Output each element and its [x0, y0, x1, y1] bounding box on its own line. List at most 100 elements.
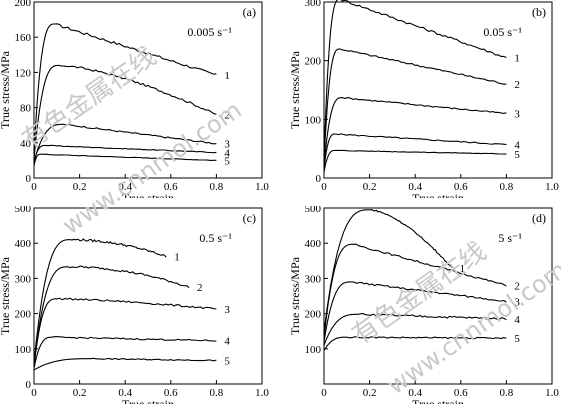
y-tick-label: 100: [305, 344, 322, 356]
x-tick-label: 0.4: [408, 181, 422, 193]
x-tick-label: 0.6: [164, 387, 178, 399]
series-line-5: [33, 153, 217, 166]
series-line-3: [33, 297, 217, 367]
series-line-3: [33, 123, 217, 163]
y-tick-label: 160: [15, 32, 32, 44]
x-tick-label: 0.8: [500, 181, 514, 193]
y-tick-label: 200: [15, 309, 32, 321]
y-tick-label: 0: [316, 173, 322, 185]
y-tick-label: 200: [15, 0, 32, 9]
chart-svg-b: 0 0.2 0.4 0.6 0.8 1.0 0 100 200 300 True strain Tru…: [290, 0, 559, 198]
chart-panel-d: 0 0.2 0.4 0.6 0.8 1.0 100 200 300 400 500 True stra…: [290, 206, 560, 404]
y-tick-label: 0: [26, 379, 32, 391]
series-line-1: [33, 23, 217, 154]
series-label-2: 2: [514, 280, 520, 292]
series-label-3: 3: [224, 139, 230, 151]
series-label-4: 4: [224, 147, 230, 159]
x-axis-label: True strain: [412, 397, 464, 404]
y-tick-label: 120: [15, 67, 32, 79]
x-tick-label: 0: [321, 181, 327, 193]
chart-svg-d: 0 0.2 0.4 0.6 0.8 1.0 100 200 300 400 500 True stra…: [290, 206, 559, 404]
x-tick-label: 0.6: [454, 387, 468, 399]
x-axis-label: True strain: [122, 191, 174, 198]
x-tick-label: 1.0: [545, 387, 559, 399]
series-label-4: 4: [514, 140, 520, 152]
series-label-1: 1: [514, 53, 520, 65]
series-label-4: 4: [224, 336, 230, 348]
y-tick-label: 300: [305, 0, 322, 9]
strain-rate-annotation: 0.5 s⁻¹: [199, 231, 232, 245]
series-label-2: 2: [514, 79, 520, 91]
series-line-3: [323, 281, 507, 342]
y-axis-label: True stress/MPa: [0, 50, 12, 129]
series-label-3: 3: [514, 296, 520, 308]
series-label-1: 1: [460, 263, 466, 275]
series-label-4: 4: [514, 314, 520, 326]
strain-rate-annotation: 5 s⁻¹: [498, 231, 522, 245]
x-tick-label: 0.8: [500, 387, 514, 399]
series-label-5: 5: [514, 149, 520, 161]
y-tick-label: 40: [20, 138, 32, 150]
series-line-5: [33, 357, 217, 371]
x-tick-label: 0: [31, 387, 37, 399]
series-line-2: [33, 64, 217, 159]
x-tick-label: 0.6: [164, 181, 178, 193]
series-line-1: [323, 0, 507, 161]
plot-frame: [323, 1, 553, 179]
y-tick-label: 100: [15, 344, 32, 356]
series-line-4: [323, 313, 507, 346]
series-line-2: [323, 48, 507, 164]
chart-panel-a: 0 0.2 0.4 0.6 0.8 1.0 0 40 80 120 160 200 True strai…: [0, 0, 270, 198]
y-tick-label: 300: [15, 273, 32, 285]
series-label-3: 3: [224, 304, 230, 316]
chart-panel-c: 0 0.2 0.4 0.6 0.8 1.0 0 100 200 300 400 500 True str…: [0, 206, 270, 404]
panel-label: (a): [243, 5, 256, 19]
x-tick-label: 0.2: [363, 181, 377, 193]
x-tick-label: 0.4: [118, 387, 132, 399]
series-label-2: 2: [224, 110, 230, 122]
series-label-1: 1: [174, 252, 180, 264]
series-line-1: [33, 238, 167, 363]
series-line-5: [323, 336, 507, 351]
x-tick-label: 1.0: [255, 181, 269, 193]
y-tick-label: 100: [305, 114, 322, 126]
y-tick-label: 400: [305, 238, 322, 250]
series-label-5: 5: [224, 355, 230, 367]
series-label-1: 1: [224, 70, 230, 82]
chart-svg-c: 0 0.2 0.4 0.6 0.8 1.0 0 100 200 300 400 500 True str…: [0, 206, 269, 404]
y-axis-label: True stress/MPa: [290, 50, 302, 129]
series-line-4: [33, 336, 217, 369]
x-tick-label: 1.0: [545, 181, 559, 193]
chart-panel-b: 0 0.2 0.4 0.6 0.8 1.0 0 100 200 300 True strain Tru…: [290, 0, 560, 198]
y-tick-label: 200: [305, 56, 322, 68]
series-line-2: [323, 243, 507, 339]
y-tick-label: 300: [305, 273, 322, 285]
x-tick-label: 0.2: [363, 387, 377, 399]
series-label-5: 5: [224, 155, 230, 167]
series-line-4: [323, 133, 507, 170]
y-tick-label: 400: [15, 238, 32, 250]
plot-frame: [33, 207, 263, 385]
series-label-3: 3: [514, 108, 520, 120]
series-line-1: [323, 209, 453, 332]
x-axis-label: True strain: [412, 191, 464, 198]
x-axis-label: True strain: [122, 397, 174, 404]
series-line-3: [323, 96, 507, 167]
strain-rate-annotation: 0.005 s⁻¹: [187, 25, 232, 39]
chart-svg-a: 0 0.2 0.4 0.6 0.8 1.0 0 40 80 120 160 200 True strai…: [0, 0, 269, 198]
y-tick-label: 500: [15, 206, 32, 215]
x-tick-label: 0: [321, 387, 327, 399]
y-tick-label: 200: [305, 309, 322, 321]
panel-label: (b): [532, 5, 546, 19]
plot-frame: [33, 1, 263, 179]
y-tick-label: 500: [305, 206, 322, 215]
x-tick-label: 0.6: [454, 181, 468, 193]
x-tick-label: 0: [31, 181, 37, 193]
x-tick-label: 0.2: [73, 181, 87, 193]
y-tick-label: 0: [26, 173, 32, 185]
x-tick-label: 0.4: [118, 181, 132, 193]
x-tick-label: 0.2: [73, 387, 87, 399]
strain-rate-annotation: 0.05 s⁻¹: [483, 25, 522, 39]
y-axis-label: True stress/MPa: [290, 256, 302, 335]
x-tick-label: 0.8: [210, 387, 224, 399]
